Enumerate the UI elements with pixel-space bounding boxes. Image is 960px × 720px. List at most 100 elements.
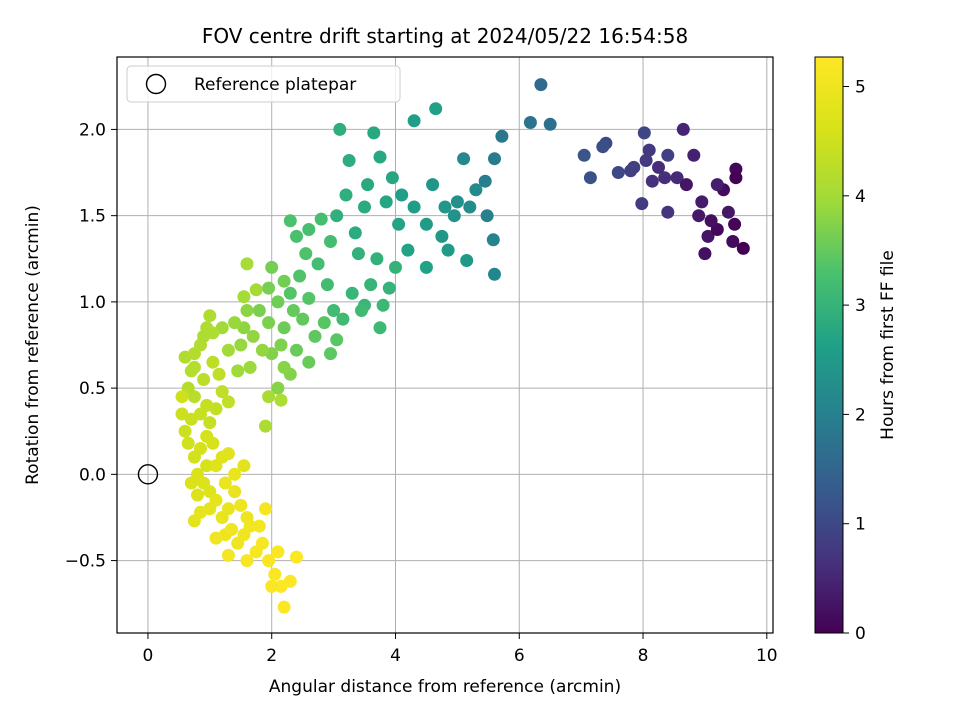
- scatter-point: [277, 274, 291, 288]
- colorbar-tick-label: 4: [855, 187, 866, 207]
- x-tick-label: 10: [756, 646, 778, 666]
- scatter-point: [240, 257, 254, 271]
- x-axis-label: Angular distance from reference (arcmin): [269, 677, 621, 697]
- scatter-point: [611, 166, 625, 179]
- scatter-point: [277, 360, 291, 374]
- scatter-point: [583, 171, 597, 185]
- scatter-point: [676, 122, 690, 136]
- scatter-point: [187, 390, 201, 404]
- scatter-point: [265, 260, 279, 274]
- scatter-point: [639, 154, 653, 167]
- scatter-point: [296, 312, 310, 326]
- scatter-point: [206, 326, 220, 340]
- scatter-point: [221, 502, 235, 516]
- scatter-point: [441, 243, 455, 257]
- y-tick-label: −0.5: [65, 552, 106, 572]
- scatter-point: [330, 209, 344, 223]
- scatter-point: [299, 247, 313, 261]
- scatter-point: [523, 116, 537, 129]
- y-tick-label: 0.0: [79, 465, 106, 485]
- scatter-point: [367, 126, 381, 140]
- scatter-point: [361, 178, 375, 192]
- scatter-point: [488, 152, 501, 166]
- scatter-point: [290, 229, 303, 243]
- scatter-point: [246, 329, 260, 343]
- scatter-point: [206, 436, 220, 450]
- scatter-point: [262, 390, 276, 404]
- scatter-point: [652, 160, 665, 174]
- scatter-point: [228, 316, 242, 330]
- scatter-point: [271, 545, 285, 559]
- scatter-point: [577, 148, 591, 162]
- scatter-point: [259, 419, 272, 433]
- scatter-point: [336, 312, 350, 326]
- scatter-point: [358, 200, 371, 214]
- scatter-point: [218, 476, 232, 490]
- scatter-point: [225, 523, 238, 536]
- scatter-point: [221, 548, 235, 562]
- scatter-point: [237, 290, 251, 304]
- scatter-point: [200, 459, 214, 473]
- scatter-point: [243, 360, 257, 374]
- legend: Reference platepar: [126, 65, 401, 103]
- scatter-point: [181, 436, 195, 450]
- scatter-point: [302, 355, 316, 369]
- scatter-point: [721, 205, 735, 219]
- scatter-point: [265, 579, 279, 593]
- colorbar-tick-label: 5: [855, 78, 866, 98]
- scatter-point: [259, 502, 272, 516]
- scatter-point: [710, 178, 724, 192]
- scatter-point: [345, 286, 359, 300]
- y-tick-label: 1.5: [79, 207, 106, 227]
- scatter-point: [249, 283, 263, 297]
- scatter-point: [407, 114, 421, 128]
- scatter-point: [178, 424, 192, 438]
- scatter-point: [231, 364, 245, 378]
- scatter-point: [379, 195, 393, 209]
- x-tick-label: 8: [638, 646, 649, 666]
- scatter-point: [191, 488, 204, 502]
- y-axis-label: Rotation from reference (arcmin): [23, 205, 43, 485]
- data-points: [137, 78, 750, 614]
- scatter-point: [596, 140, 610, 154]
- scatter-point: [221, 395, 235, 409]
- scatter-point: [311, 257, 325, 271]
- legend-box: [126, 65, 401, 103]
- scatter-point: [175, 407, 189, 421]
- scatter-point: [255, 343, 269, 357]
- scatter-point: [255, 536, 269, 550]
- scatter-point: [376, 298, 390, 312]
- scatter-point: [274, 393, 288, 407]
- scatter-point: [486, 233, 500, 247]
- scatter-point: [290, 343, 303, 357]
- scatter-point: [252, 519, 266, 533]
- reference-platepar-marker: [137, 464, 159, 485]
- scatter-point: [283, 214, 297, 228]
- scatter-point: [221, 343, 235, 357]
- scatter-point: [237, 459, 251, 473]
- scatter-point: [726, 235, 740, 248]
- scatter-point: [268, 567, 282, 581]
- scatter-point: [330, 333, 344, 347]
- colorbar-tick-label: 2: [855, 405, 866, 425]
- scatter-point: [637, 126, 651, 140]
- scatter-point: [209, 531, 223, 545]
- scatter-point: [373, 321, 387, 335]
- scatter-point: [234, 498, 248, 512]
- scatter-point: [692, 209, 706, 223]
- scatter-point: [704, 214, 718, 228]
- scatter-point: [221, 447, 235, 461]
- scatter-point: [495, 129, 509, 143]
- scatter-point: [314, 212, 328, 226]
- scatter-point: [228, 485, 242, 499]
- colorbar-tick-label: 1: [855, 515, 866, 535]
- scatter-point: [228, 467, 242, 481]
- scatter-point: [389, 260, 402, 274]
- scatter-point: [212, 367, 226, 381]
- x-tick-label: 6: [514, 646, 525, 666]
- scatter-point: [450, 195, 464, 209]
- scatter-point: [661, 205, 675, 219]
- scatter-point: [206, 355, 220, 369]
- scatter-point: [342, 154, 356, 167]
- scatter-point: [203, 309, 217, 323]
